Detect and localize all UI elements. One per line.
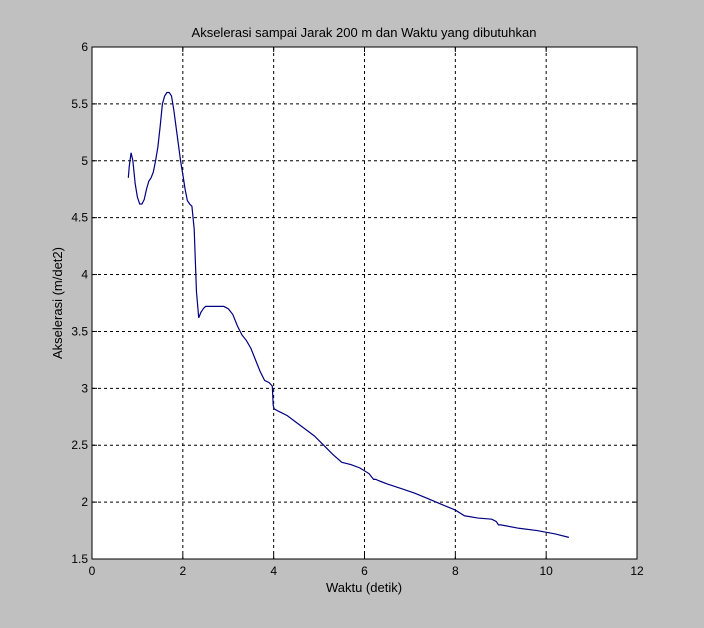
- x-axis-label: Waktu (detik): [326, 580, 402, 595]
- plot-area: [92, 47, 637, 559]
- x-tick-label: 4: [270, 564, 277, 578]
- y-tick-label: 3.5: [71, 324, 88, 338]
- y-tick-label: 3: [81, 381, 88, 395]
- y-tick-label: 6: [81, 40, 88, 54]
- y-tick-label: 1.5: [71, 552, 88, 566]
- y-tick-label: 4.5: [71, 211, 88, 225]
- x-tick-label: 6: [361, 564, 368, 578]
- chart-title: Akselerasi sampai Jarak 200 m dan Waktu …: [192, 25, 537, 40]
- grid: [92, 47, 637, 559]
- ticks: [91, 46, 638, 560]
- x-tick-label: 8: [452, 564, 459, 578]
- series-line: [127, 91, 570, 538]
- x-tick-label: 12: [630, 564, 644, 578]
- y-tick-label: 4: [81, 268, 88, 282]
- x-tick-labels: 0 2 4 6 8 10 12: [89, 564, 644, 578]
- x-tick-label: 0: [89, 564, 96, 578]
- y-axis-label: Akselerasi (m/det2): [50, 247, 65, 359]
- y-tick-labels: 1.5 2 2.5 3 3.5 4 4.5 5 5.5 6: [71, 40, 88, 566]
- y-tick-label: 5: [81, 154, 88, 168]
- y-tick-label: 5.5: [71, 97, 88, 111]
- x-tick-label: 2: [179, 564, 186, 578]
- y-tick-label: 2: [81, 495, 88, 509]
- x-tick-label: 10: [539, 564, 553, 578]
- y-tick-label: 2.5: [71, 438, 88, 452]
